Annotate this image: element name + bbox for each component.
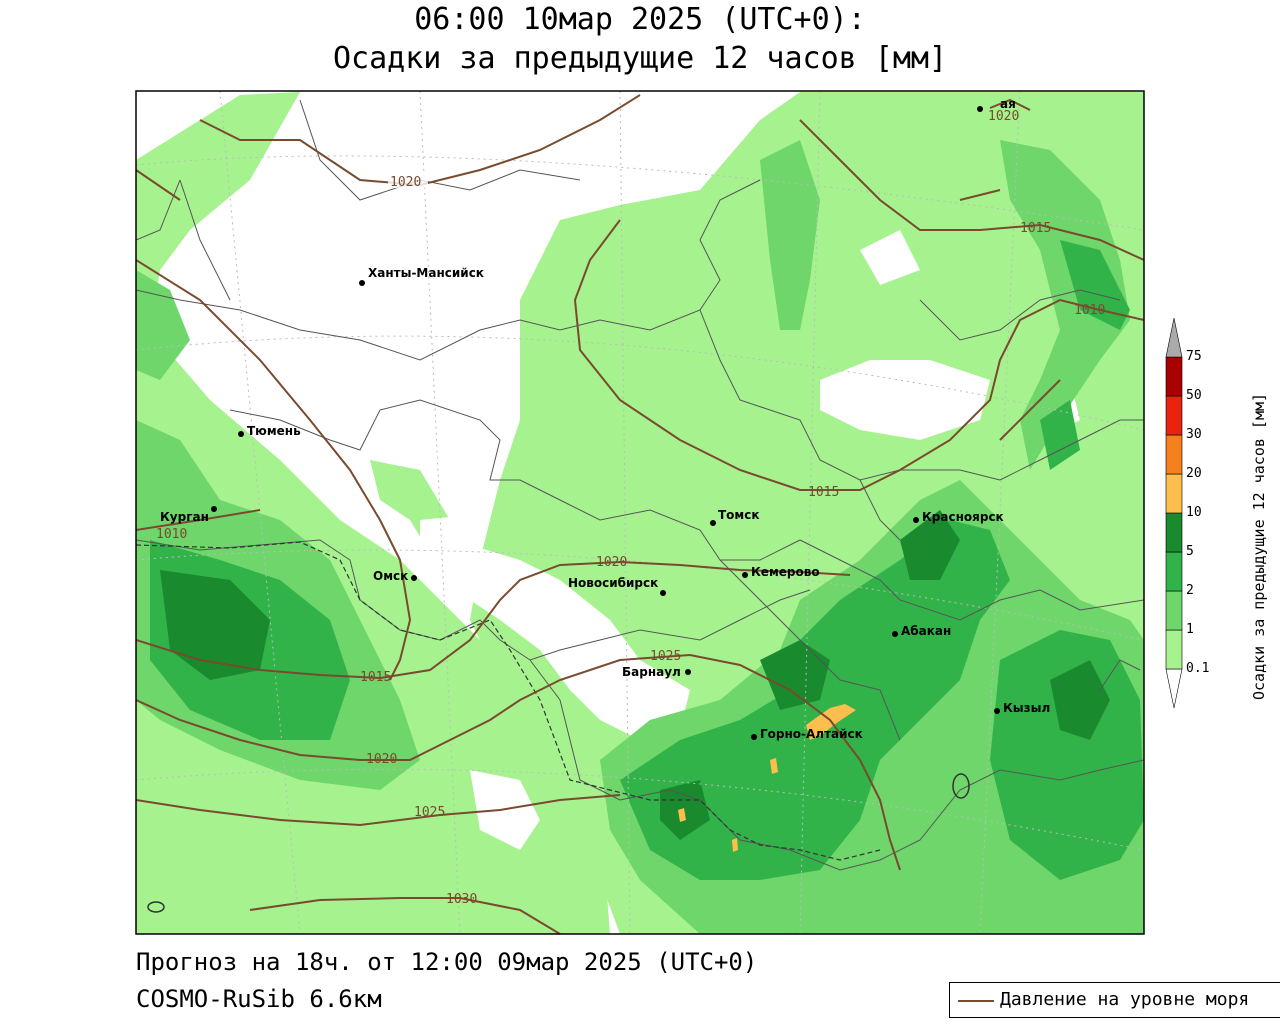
colorbar-segment [1165,551,1183,592]
colorbar-tick-label: 2 [1186,583,1194,598]
isobar-label: 1025 [414,805,445,820]
isobar-label: 1015 [808,485,839,500]
city-label: ая [1000,97,1016,111]
isobars [136,94,1144,934]
city-label: Абакан [901,624,951,638]
colorbar-segment [1165,317,1183,358]
isobar-label: 1015 [1020,221,1051,236]
isobar-label: 1010 [1074,303,1105,318]
colorbar-title: Осадки за предыдущие 12 часов [мм] [1250,392,1268,700]
isobar-label: 1015 [360,670,391,685]
isobar-label: 1020 [988,109,1019,124]
precipitation-field [136,92,1144,934]
colorbar-segment [1165,629,1183,670]
colorbar-segment [1165,434,1183,475]
colorbar-tick-label: 50 [1186,388,1202,403]
colorbar-segment [1165,590,1183,631]
isobar-labels: 1020 1020 1015 1010 1010 1015 1015 1020 … [156,109,1105,907]
city-label: Горно-Алтайск [760,727,863,741]
pressure-line-sample [958,1000,994,1002]
city-markers: Ханты-Мансийск Тюмень Курган Омск Новоси… [160,97,1050,741]
model-name: COSMO-RuSib 6.6км [136,985,382,1013]
city-label: Кызыл [1003,701,1050,715]
city-label: Омск [373,569,408,583]
colorbar [1165,317,1183,709]
colorbar-tick-label: 30 [1186,427,1202,442]
colorbar-segment [1165,356,1183,397]
colorbar-tick-label: 20 [1186,466,1202,481]
colorbar-tick-label: 5 [1186,544,1194,559]
city-label: Тюмень [247,424,301,438]
isobar-label: 1020 [366,752,397,767]
pressure-legend: Давление на уровне моря [949,982,1280,1018]
pressure-legend-label: Давление на уровне моря [1000,989,1250,1010]
admin-borders [136,99,1144,871]
city-label: Новосибирск [568,576,658,590]
colorbar-segment [1165,395,1183,436]
isobar-label: 1020 [596,555,627,570]
colorbar-tick-label: 1 [1186,622,1194,637]
map-frame [135,90,1145,935]
isobar-label: 1010 [156,527,187,542]
state-border [136,541,881,861]
city-label: Ханты-Мансийск [368,266,484,280]
map-title-variable: Осадки за предыдущие 12 часов [мм] [332,41,948,76]
colorbar-tick-label: 0.1 [1186,661,1210,676]
colorbar-tick-label: 10 [1186,505,1202,520]
city-label: Кемерово [751,565,820,579]
isobar-label: 1020 [390,175,421,190]
city-label: Курган [160,510,209,524]
city-label: Красноярск [922,510,1004,524]
map-title-time: 06:00 10мар 2025 (UTC+0): [414,2,866,37]
isobar-label: 1030 [446,892,477,907]
colorbar-segment [1165,473,1183,514]
city-label: Барнаул [622,665,681,679]
lakes [147,773,970,913]
colorbar-segment [1165,668,1183,709]
colorbar-segment [1165,512,1183,553]
isobar-label: 1025 [650,649,681,664]
graticule [136,91,1144,934]
forecast-info: Прогноз на 18ч. от 12:00 09мар 2025 (UTC… [136,948,758,976]
city-label: Томск [718,508,760,522]
colorbar-tick-label: 75 [1186,349,1202,364]
